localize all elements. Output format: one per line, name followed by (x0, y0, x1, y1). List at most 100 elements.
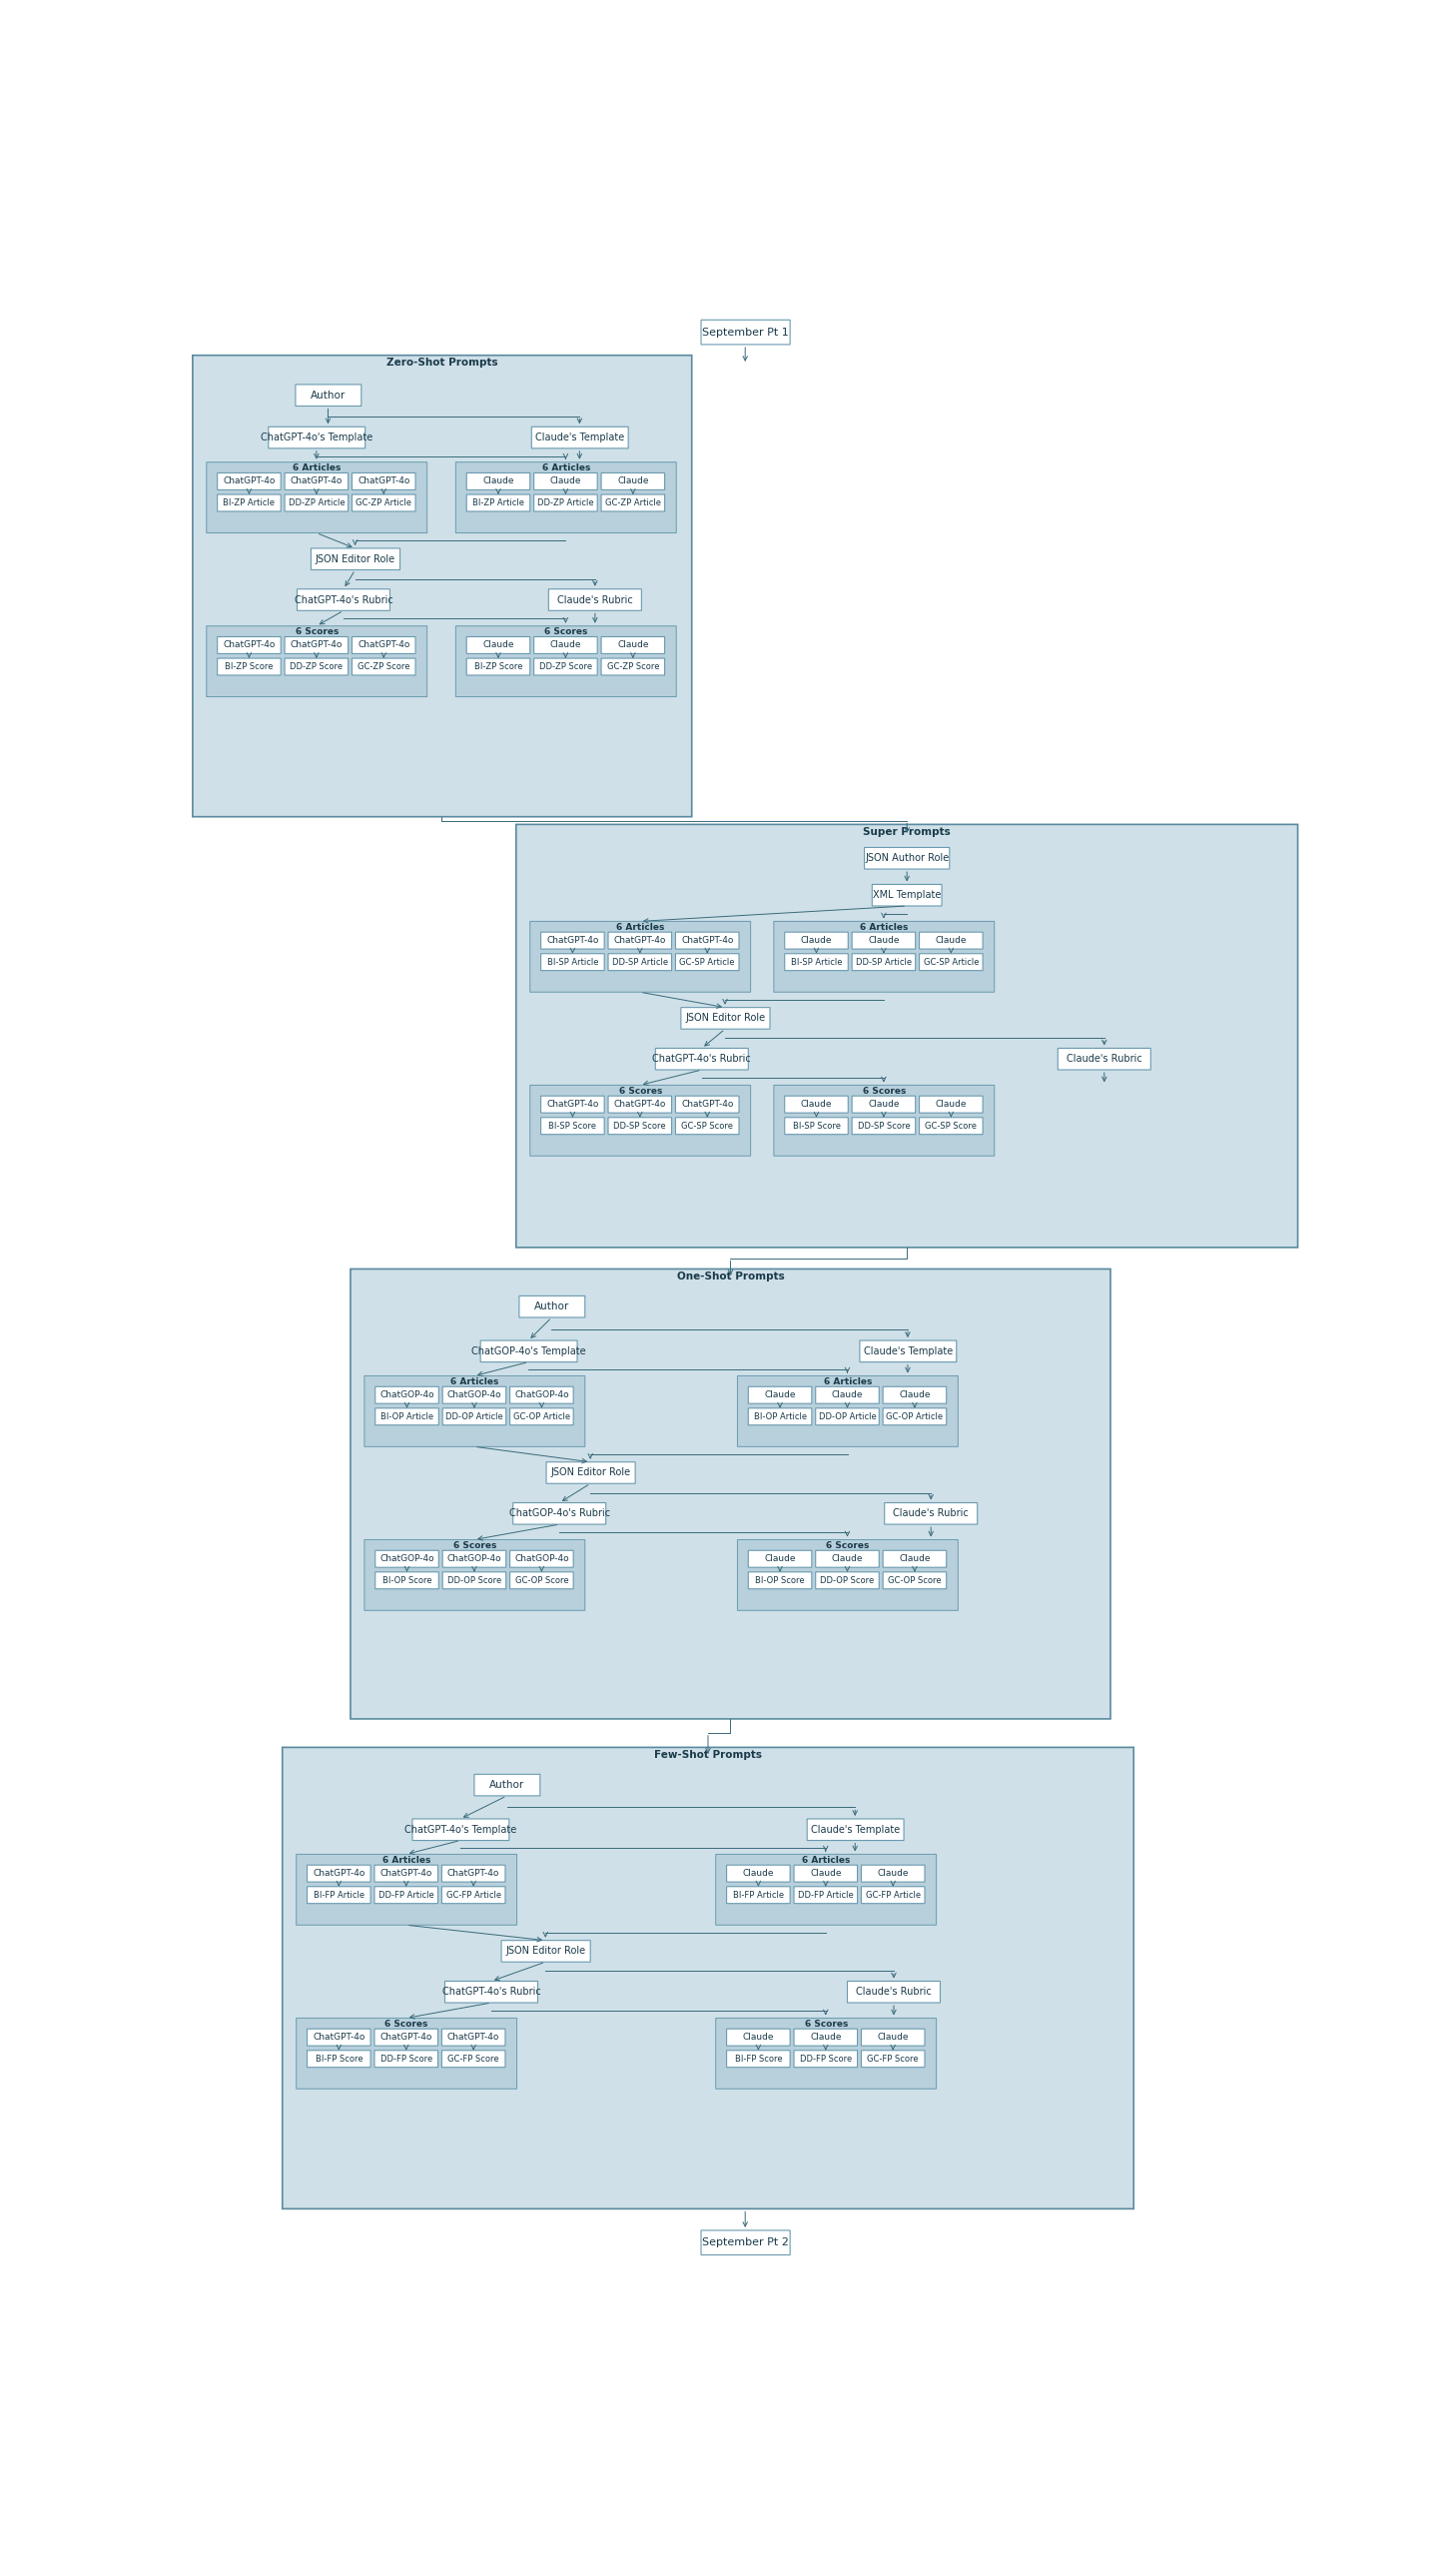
Text: GC-ZP Score: GC-ZP Score (606, 662, 659, 672)
Text: 6 Articles: 6 Articles (382, 1855, 430, 1865)
FancyBboxPatch shape (455, 626, 676, 696)
FancyBboxPatch shape (513, 1502, 606, 1525)
Text: ChatGPT-4o: ChatGPT-4o (379, 1870, 432, 1878)
Text: 6 Scores: 6 Scores (826, 1540, 869, 1551)
Text: Super Prompts: Super Prompts (864, 827, 951, 837)
Text: DD-SP Article: DD-SP Article (612, 958, 667, 966)
FancyBboxPatch shape (502, 1940, 590, 1963)
Text: Claude: Claude (935, 1100, 967, 1108)
FancyBboxPatch shape (919, 933, 983, 948)
FancyBboxPatch shape (749, 1409, 811, 1425)
Text: Claude's Template: Claude's Template (811, 1824, 900, 1834)
FancyBboxPatch shape (861, 2030, 925, 2045)
FancyBboxPatch shape (269, 428, 365, 448)
FancyBboxPatch shape (794, 1886, 858, 1904)
FancyBboxPatch shape (442, 1409, 506, 1425)
Text: ChatGPT-4o: ChatGPT-4o (379, 2032, 432, 2043)
Text: ChatGPT-4o: ChatGPT-4o (291, 641, 343, 649)
Text: DD-ZP Score: DD-ZP Score (289, 662, 343, 672)
FancyBboxPatch shape (365, 1540, 585, 1610)
FancyBboxPatch shape (285, 495, 348, 513)
FancyBboxPatch shape (864, 848, 949, 868)
Text: ChatGPT-4o: ChatGPT-4o (222, 477, 275, 487)
FancyBboxPatch shape (307, 2050, 371, 2069)
Text: 6 Scores: 6 Scores (804, 2020, 848, 2030)
Text: Claude: Claude (868, 1100, 900, 1108)
Text: GC-OP Article: GC-OP Article (885, 1412, 944, 1422)
FancyBboxPatch shape (749, 1386, 811, 1404)
Text: Claude: Claude (877, 1870, 909, 1878)
FancyBboxPatch shape (206, 626, 427, 696)
Text: JSON Editor Role: JSON Editor Role (685, 1012, 765, 1023)
FancyBboxPatch shape (883, 1409, 947, 1425)
Text: Claude's Rubric: Claude's Rubric (893, 1510, 968, 1517)
FancyBboxPatch shape (701, 2231, 790, 2254)
FancyBboxPatch shape (285, 474, 348, 489)
Text: DD-OP Article: DD-OP Article (445, 1412, 503, 1422)
Text: Claude: Claude (765, 1553, 795, 1564)
Text: 6 Articles: 6 Articles (292, 464, 340, 474)
Text: GC-SP Article: GC-SP Article (923, 958, 979, 966)
Text: Author: Author (311, 392, 346, 399)
FancyBboxPatch shape (852, 1118, 916, 1133)
Text: ChatGOP-4o: ChatGOP-4o (446, 1391, 502, 1399)
FancyBboxPatch shape (534, 636, 598, 654)
FancyBboxPatch shape (608, 953, 672, 971)
Text: ChatGPT-4o: ChatGPT-4o (547, 1100, 599, 1108)
Text: Claude: Claude (801, 935, 832, 945)
FancyBboxPatch shape (883, 1571, 947, 1589)
Text: Claude: Claude (618, 477, 648, 487)
Text: 6 Scores: 6 Scores (385, 2020, 429, 2030)
FancyBboxPatch shape (884, 1502, 977, 1525)
FancyBboxPatch shape (785, 953, 848, 971)
FancyBboxPatch shape (727, 2050, 790, 2069)
FancyBboxPatch shape (859, 1340, 957, 1363)
Text: GC-FP Score: GC-FP Score (867, 2053, 919, 2063)
Text: ChatGOP-4o: ChatGOP-4o (515, 1553, 569, 1564)
Text: DD-ZP Article: DD-ZP Article (288, 497, 345, 507)
Text: 6 Articles: 6 Articles (616, 922, 664, 933)
FancyBboxPatch shape (217, 495, 281, 513)
Text: ChatGPT-4o: ChatGPT-4o (358, 641, 410, 649)
FancyBboxPatch shape (531, 922, 750, 992)
Text: Claude: Claude (810, 1870, 842, 1878)
FancyBboxPatch shape (413, 1819, 509, 1839)
FancyBboxPatch shape (442, 2030, 505, 2045)
FancyBboxPatch shape (510, 1551, 573, 1566)
FancyBboxPatch shape (601, 636, 664, 654)
Text: JSON Editor Role: JSON Editor Role (316, 554, 395, 564)
Text: DD-OP Score: DD-OP Score (448, 1577, 502, 1584)
FancyBboxPatch shape (727, 1886, 790, 1904)
FancyBboxPatch shape (848, 1981, 941, 2002)
FancyBboxPatch shape (534, 659, 598, 675)
FancyBboxPatch shape (295, 384, 361, 407)
Text: 6 Scores: 6 Scores (295, 629, 339, 636)
FancyBboxPatch shape (297, 2017, 516, 2089)
Text: Claude: Claude (550, 477, 582, 487)
FancyBboxPatch shape (307, 1865, 371, 1883)
Text: ChatGOP-4o: ChatGOP-4o (515, 1391, 569, 1399)
Text: DD-SP Article: DD-SP Article (856, 958, 912, 966)
FancyBboxPatch shape (861, 1865, 925, 1883)
Text: ChatGPT-4o's Rubric: ChatGPT-4o's Rubric (653, 1054, 752, 1064)
Text: ChatGPT-4o: ChatGPT-4o (313, 2032, 365, 2043)
FancyBboxPatch shape (480, 1340, 577, 1363)
FancyBboxPatch shape (519, 1296, 585, 1316)
Text: ChatGPT-4o: ChatGPT-4o (448, 1870, 500, 1878)
FancyBboxPatch shape (375, 2050, 438, 2069)
FancyBboxPatch shape (608, 1095, 672, 1113)
FancyBboxPatch shape (737, 1376, 958, 1448)
FancyBboxPatch shape (774, 1084, 995, 1157)
Text: GC-OP Score: GC-OP Score (515, 1577, 569, 1584)
Text: 6 Scores: 6 Scores (454, 1540, 496, 1551)
FancyBboxPatch shape (534, 474, 598, 489)
Text: Claude's Rubric: Claude's Rubric (1066, 1054, 1141, 1064)
FancyBboxPatch shape (352, 474, 416, 489)
Text: ChatGPT-4o's Rubric: ChatGPT-4o's Rubric (294, 595, 393, 605)
FancyBboxPatch shape (297, 1855, 516, 1924)
FancyBboxPatch shape (375, 2030, 438, 2045)
FancyBboxPatch shape (852, 933, 916, 948)
Text: GC-ZP Article: GC-ZP Article (605, 497, 662, 507)
Text: Claude's Template: Claude's Template (864, 1347, 952, 1355)
FancyBboxPatch shape (375, 1551, 439, 1566)
